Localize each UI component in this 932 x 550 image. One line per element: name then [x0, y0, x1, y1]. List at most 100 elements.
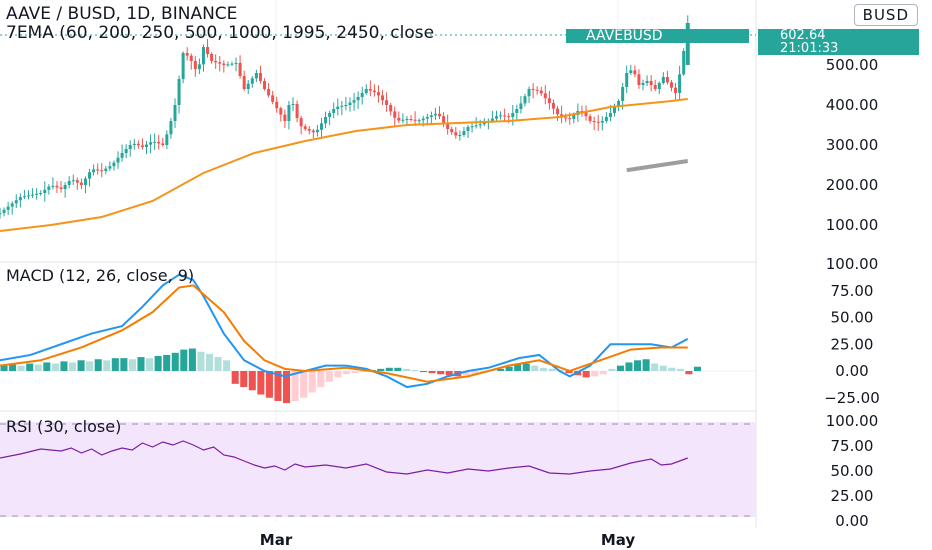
histogram-bar	[103, 360, 111, 371]
histogram-bar	[26, 363, 34, 371]
histogram-bar	[240, 371, 248, 388]
histogram-bar	[394, 367, 402, 371]
candle-body	[421, 118, 425, 121]
histogram-bar	[120, 358, 128, 371]
candle-body	[108, 166, 112, 169]
histogram-bar	[548, 368, 556, 371]
candle-body	[600, 121, 604, 123]
last-price-label: 602.64 21:01:33	[758, 29, 919, 55]
candle-body	[222, 63, 226, 65]
histogram-bar	[634, 360, 642, 371]
candle-body	[641, 83, 645, 85]
candle-body	[462, 131, 466, 135]
candle-body	[543, 93, 547, 99]
candle-body	[446, 122, 450, 129]
candle-body	[547, 98, 551, 103]
candle-body	[185, 53, 189, 56]
histogram-bar	[445, 371, 453, 376]
candle-body	[499, 115, 503, 117]
rsi-line	[0, 440, 688, 475]
candle-body	[568, 118, 572, 120]
histogram-bar	[154, 356, 162, 371]
candle-body	[319, 123, 323, 130]
candle-body	[116, 157, 120, 163]
candle-body	[494, 116, 498, 119]
candle-body	[279, 108, 283, 115]
candle-body	[303, 126, 307, 129]
plot-layer	[0, 15, 701, 475]
histogram-bar	[531, 365, 539, 371]
candle-body	[661, 77, 665, 83]
candle-body	[665, 77, 669, 83]
candle-body	[584, 111, 588, 117]
candle-body	[360, 93, 364, 97]
histogram-bar	[411, 369, 419, 371]
candle-body	[6, 206, 10, 210]
ema-long-line	[626, 159, 689, 173]
candles	[0, 15, 690, 219]
currency-badge[interactable]: BUSD	[853, 4, 918, 26]
histogram-bar	[0, 365, 8, 371]
histogram-bar	[111, 358, 119, 371]
ema-line	[0, 98, 688, 232]
histogram-bar	[599, 371, 607, 375]
candle-body	[551, 103, 555, 109]
candle-body	[405, 119, 409, 120]
candle-body	[372, 90, 376, 93]
candle-body	[263, 81, 267, 89]
candle-body	[59, 187, 63, 189]
candle-body	[364, 89, 368, 93]
candle-body	[295, 104, 299, 118]
histogram-bar	[685, 371, 693, 375]
histogram-bar	[180, 349, 188, 371]
histogram-bar	[608, 368, 616, 371]
candle-body	[161, 143, 165, 145]
candle-body	[519, 103, 523, 109]
histogram-bar	[668, 367, 676, 371]
candle-body	[258, 73, 262, 81]
histogram-bar	[43, 362, 51, 371]
candle-body	[515, 109, 519, 113]
price-tick-label: 400.00	[826, 96, 879, 114]
candle-body	[413, 119, 417, 121]
histogram-bar	[360, 371, 368, 373]
x-tick-mar: Mar	[260, 531, 293, 549]
candle-body	[153, 141, 157, 143]
candle-body	[657, 83, 661, 89]
candle-body	[177, 79, 181, 105]
candle-body	[425, 117, 429, 119]
candle-body	[511, 113, 515, 117]
macd-tick-label: 0.00	[835, 362, 868, 380]
histogram-bar	[137, 357, 145, 371]
candle-body	[197, 64, 201, 69]
histogram-bar	[188, 348, 196, 371]
histogram-bar	[582, 371, 590, 378]
candle-body	[348, 102, 352, 105]
histogram-bar	[171, 352, 179, 371]
candle-body	[2, 209, 6, 213]
candle-body	[633, 70, 637, 75]
candle-body	[242, 76, 246, 89]
histogram-bar	[471, 371, 479, 375]
histogram-bar	[342, 371, 350, 375]
candle-body	[83, 178, 87, 185]
histogram-bar	[651, 363, 659, 371]
histogram-bar	[676, 368, 684, 371]
histogram-bar	[419, 371, 428, 373]
candle-body	[63, 185, 67, 189]
histogram-bar	[591, 371, 599, 377]
histogram-bar	[77, 360, 85, 371]
histogram-bar	[659, 365, 667, 371]
candle-body	[71, 180, 75, 182]
candle-body	[352, 100, 356, 103]
candle-body	[112, 162, 116, 167]
histogram-bar	[522, 363, 530, 371]
candle-body	[433, 113, 437, 116]
candle-body	[311, 130, 315, 133]
candle-body	[466, 127, 470, 131]
histogram-bar	[462, 371, 470, 376]
chart-title: AAVE / BUSD, 1D, BINANCE	[6, 4, 237, 24]
histogram-bar	[257, 371, 265, 395]
candle-body	[535, 89, 539, 91]
price-tick-label: 200.00	[826, 176, 879, 194]
